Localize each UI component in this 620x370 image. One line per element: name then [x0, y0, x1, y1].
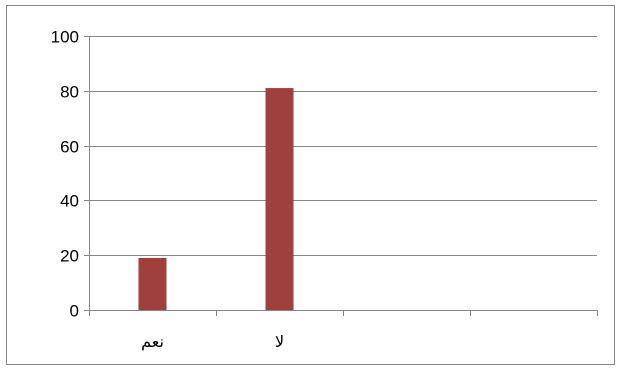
gridlines: [89, 36, 597, 256]
y-tick-label: 20: [60, 247, 79, 266]
bar-1: [138, 257, 167, 310]
y-tick-label: 40: [60, 192, 79, 211]
labels: 0 20 40 60 80 100 نعم لا: [51, 28, 284, 352]
y-tick-label: 80: [60, 83, 79, 102]
y-tick-label: 0: [70, 302, 79, 321]
chart-border: [6, 5, 615, 365]
x-category-label: لا: [275, 332, 284, 351]
y-tick-label: 100: [51, 28, 79, 47]
y-tick-label: 60: [60, 138, 79, 157]
x-category-label: نعم: [141, 332, 164, 351]
bar-2: [265, 88, 294, 310]
bars: [138, 88, 294, 310]
axes: [84, 36, 598, 316]
